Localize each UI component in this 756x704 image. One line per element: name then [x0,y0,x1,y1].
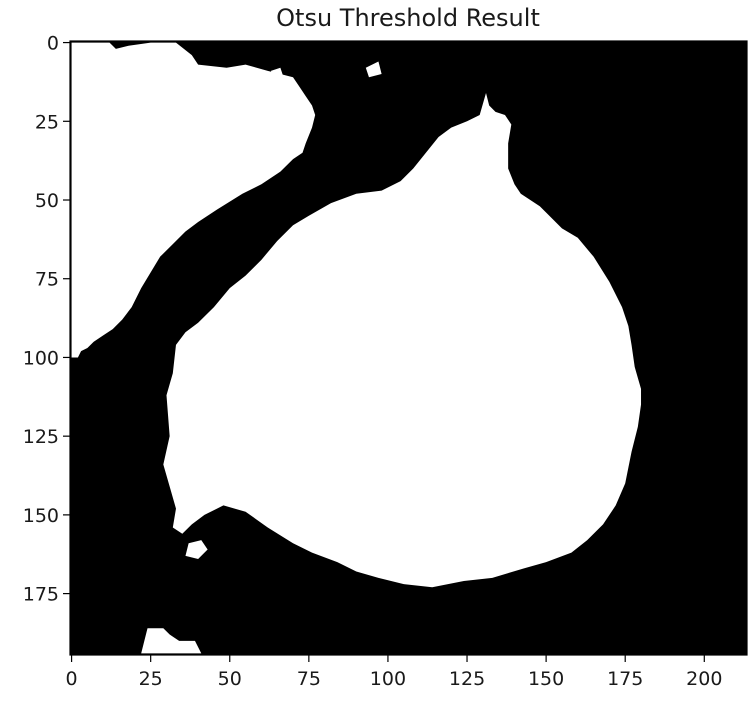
foreground-regions [71,42,642,654]
chart-title: Otsu Threshold Result [276,4,540,32]
y-axis: 0 25 50 75 100 125 150 175 [23,33,70,606]
y-tick-label: 125 [23,426,59,448]
x-tick-label: 200 [686,668,722,690]
y-tick-label: 100 [23,347,59,369]
y-tick-label: 150 [23,505,59,527]
foreground-region-3 [270,67,284,81]
x-tick-label: 75 [297,668,321,690]
y-tick-label: 50 [35,190,59,212]
x-tick-label: 125 [449,668,485,690]
y-tick-label: 25 [35,111,59,133]
foreground-region-5 [185,540,208,559]
y-tick-label: 0 [47,33,59,55]
foreground-region-2 [365,61,382,78]
x-tick-label: 0 [66,668,78,690]
y-tick-label: 75 [35,269,59,291]
y-tick-label: 175 [23,584,59,606]
x-tick-label: 175 [607,668,643,690]
plot-area [69,40,748,656]
foreground-region-0 [71,42,316,358]
axes-frame [69,40,748,656]
foreground-region-1 [163,92,642,588]
x-tick-label: 150 [528,668,564,690]
x-tick-label: 100 [370,668,406,690]
x-axis: 0 25 50 75 100 125 150 175 200 [66,655,722,690]
x-tick-label: 50 [218,668,242,690]
foreground-region-4 [141,628,202,654]
x-tick-label: 25 [139,668,163,690]
